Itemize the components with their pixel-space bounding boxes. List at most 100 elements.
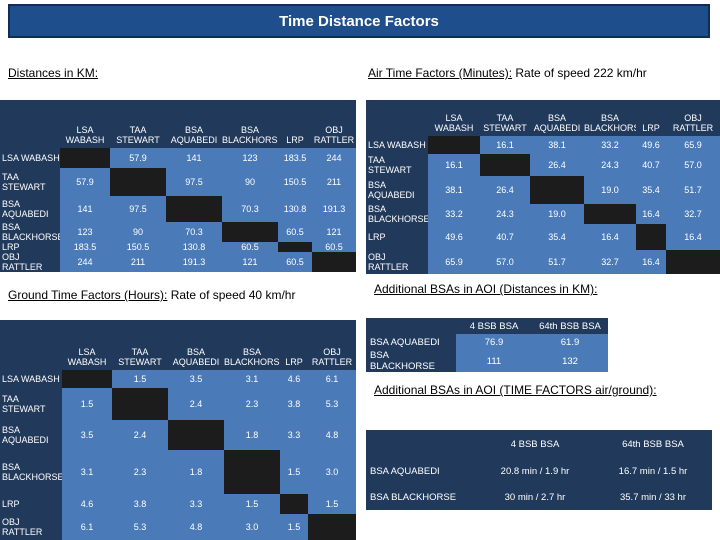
table-row: TAA STEWART 16.1 26.4 24.3 40.7 57.0 — [366, 154, 720, 176]
table-row: TAA STEWART 1.5 2.4 2.3 3.8 5.3 — [0, 388, 356, 420]
value-cell: 20.8 min / 1.9 hr — [476, 458, 594, 484]
page-title: Time Distance Factors — [8, 4, 710, 38]
diagonal-cell — [666, 250, 720, 274]
value-cell: 5.3 — [112, 514, 168, 540]
row-header: LRP — [0, 494, 62, 514]
value-cell: 2.3 — [224, 388, 280, 420]
table-row: OBJ RATTLER 65.9 57.0 51.7 32.7 16.4 — [366, 250, 720, 274]
value-cell: 244 — [312, 148, 356, 168]
value-cell: 35.4 — [636, 176, 666, 204]
value-cell: 97.5 — [166, 168, 222, 196]
diagonal-cell — [110, 168, 166, 196]
row-header: BSA AQUABEDI — [366, 458, 476, 484]
value-cell: 76.9 — [456, 334, 532, 350]
value-cell: 244 — [60, 252, 110, 272]
additional-distances-heading: Additional BSAs in AOI (Distances in KM)… — [374, 282, 598, 296]
value-cell: 24.3 — [584, 154, 636, 176]
value-cell: 49.6 — [636, 136, 666, 154]
value-cell: 16.4 — [666, 224, 720, 250]
value-cell: 65.9 — [428, 250, 480, 274]
header-row: LSA WABASH TAA STEWART BSA AQUABEDI BSA BLA… — [0, 320, 356, 370]
row-header: LRP — [366, 224, 428, 250]
value-cell: 3.5 — [168, 370, 224, 388]
diagonal-cell — [60, 148, 110, 168]
value-cell: 57.0 — [480, 250, 530, 274]
diagonal-cell — [166, 196, 222, 222]
row-header: LSA WABASH — [0, 148, 60, 168]
column-header: 4 BSB BSA — [476, 430, 594, 458]
row-header: BSA BLACKHORSE — [366, 350, 456, 372]
column-header: LRP — [636, 100, 666, 136]
table-row: OBJ RATTLER 6.1 5.3 4.8 3.0 1.5 — [0, 514, 356, 540]
additional-time-table: 4 BSB BSA 64th BSB BSA BSA AQUABEDI 20.8 mi… — [366, 430, 712, 510]
value-cell: 40.7 — [480, 224, 530, 250]
table-row: BSA BLACKHORSE 111 132 — [366, 350, 608, 372]
row-header: BSA AQUABEDI — [366, 176, 428, 204]
corner-cell — [366, 430, 476, 458]
column-header: BSA AQUABEDI — [530, 100, 584, 136]
value-cell: 97.5 — [110, 196, 166, 222]
column-header: 64th BSB BSA — [594, 430, 712, 458]
corner-cell — [0, 100, 60, 148]
table-row: LSA WABASH 1.5 3.5 3.1 4.6 6.1 — [0, 370, 356, 388]
diagonal-cell — [312, 252, 356, 272]
column-header: BSA BLACKHORSE — [224, 320, 280, 370]
value-cell: 35.4 — [530, 224, 584, 250]
column-header: BSA AQUABEDI — [168, 320, 224, 370]
value-cell: 40.7 — [636, 154, 666, 176]
value-cell: 33.2 — [584, 136, 636, 154]
value-cell: 121 — [312, 222, 356, 242]
value-cell: 1.5 — [224, 494, 280, 514]
value-cell: 4.6 — [62, 494, 112, 514]
value-cell: 57.9 — [60, 168, 110, 196]
value-cell: 61.9 — [532, 334, 608, 350]
value-cell: 3.3 — [280, 420, 308, 450]
value-cell: 3.8 — [280, 388, 308, 420]
column-header: TAA STEWART — [110, 100, 166, 148]
air-table: LSA WABASH TAA STEWART BSA AQUABEDI BSA BLA… — [366, 100, 720, 274]
value-cell: 3.5 — [62, 420, 112, 450]
value-cell: 70.3 — [166, 222, 222, 242]
value-cell: 32.7 — [666, 204, 720, 224]
table-row: BSA AQUABEDI 38.1 26.4 19.0 35.4 51.7 — [366, 176, 720, 204]
value-cell: 191.3 — [312, 196, 356, 222]
column-header: LSA WABASH — [60, 100, 110, 148]
diagonal-cell — [62, 370, 112, 388]
row-header: OBJ RATTLER — [366, 250, 428, 274]
value-cell: 4.8 — [168, 514, 224, 540]
value-cell: 2.4 — [112, 420, 168, 450]
column-header: 4 BSB BSA — [456, 318, 532, 334]
value-cell: 121 — [222, 252, 278, 272]
value-cell: 57.0 — [666, 154, 720, 176]
value-cell: 4.8 — [308, 420, 356, 450]
value-cell: 33.2 — [428, 204, 480, 224]
diagonal-cell — [168, 420, 224, 450]
header-row: 4 BSB BSA 64th BSB BSA — [366, 318, 608, 334]
value-cell: 19.0 — [584, 176, 636, 204]
diagonal-cell — [428, 136, 480, 154]
value-cell: 1.5 — [308, 494, 356, 514]
ground-table: LSA WABASH TAA STEWART BSA AQUABEDI BSA BLA… — [0, 320, 356, 540]
value-cell: 6.1 — [308, 370, 356, 388]
header-row: 4 BSB BSA 64th BSB BSA — [366, 430, 712, 458]
distances-table: LSA WABASH TAA STEWART BSA AQUABEDI BSA BLA… — [0, 100, 356, 272]
table-row: LRP 183.5 150.5 130.8 60.5 60.5 — [0, 242, 356, 252]
row-header: BSA AQUABEDI — [0, 420, 62, 450]
column-header: OBJ RATTLER — [312, 100, 356, 148]
value-cell: 130.8 — [278, 196, 312, 222]
value-cell: 38.1 — [530, 136, 584, 154]
value-cell: 132 — [532, 350, 608, 372]
value-cell: 183.5 — [278, 148, 312, 168]
diagonal-cell — [480, 154, 530, 176]
additional-time-heading: Additional BSAs in AOI (TIME FACTORS air… — [374, 383, 657, 397]
value-cell: 16.1 — [428, 154, 480, 176]
value-cell: 24.3 — [480, 204, 530, 224]
value-cell: 1.8 — [224, 420, 280, 450]
row-header: BSA BLACKHORSE — [0, 450, 62, 494]
table-row: LSA WABASH 16.1 38.1 33.2 49.6 65.9 — [366, 136, 720, 154]
table-row: LSA WABASH 57.9 141 123 183.5 244 — [0, 148, 356, 168]
air-heading: Air Time Factors (Minutes): Rate of spee… — [368, 66, 647, 80]
value-cell: 70.3 — [222, 196, 278, 222]
value-cell: 60.5 — [278, 252, 312, 272]
corner-cell — [366, 100, 428, 136]
